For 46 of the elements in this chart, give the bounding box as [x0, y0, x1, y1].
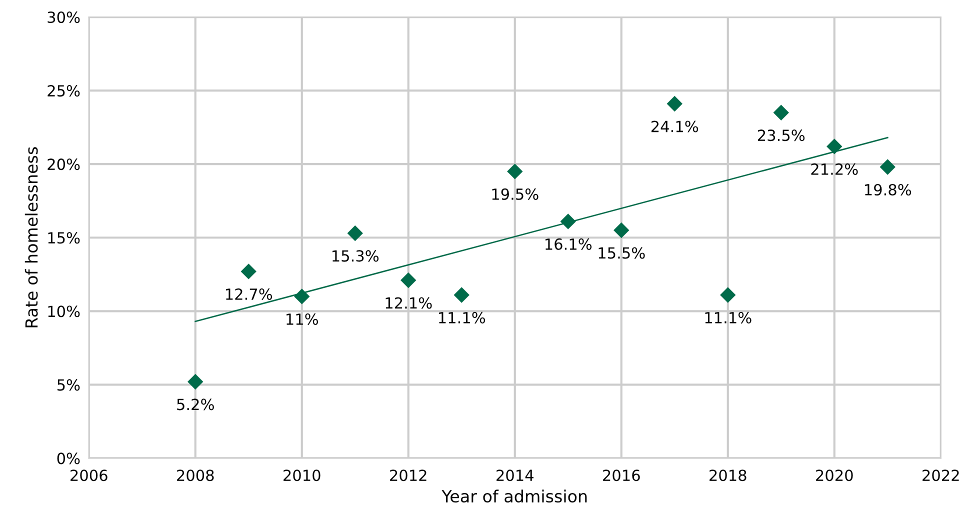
- data-label: 16.1%: [546, 238, 592, 250]
- data-label: 12.1%: [386, 297, 432, 309]
- point: [241, 264, 256, 280]
- data-label: 12.7%: [226, 288, 272, 300]
- point: [560, 214, 576, 230]
- y-tick-label: 25%: [48, 85, 80, 97]
- x-tick-label: 2008: [177, 470, 214, 482]
- x-axis-title: Year of admission: [442, 490, 587, 503]
- x-tick-label: 2010: [284, 470, 320, 482]
- x-tick-label: 2012: [390, 470, 426, 482]
- point: [188, 374, 203, 390]
- y-tick-label: 20%: [48, 158, 80, 170]
- point: [348, 226, 363, 241]
- x-tick-label: 2016: [603, 470, 640, 482]
- y-tick-label: 10%: [48, 306, 80, 318]
- y-axis-title: Rate of homelessness: [24, 147, 38, 328]
- y-tick-label: 15%: [48, 232, 80, 244]
- point: [454, 287, 470, 303]
- point: [667, 96, 682, 112]
- data-label: 23.5%: [758, 130, 805, 142]
- data-label: 5.2%: [177, 398, 214, 410]
- data-label: 24.1%: [651, 120, 698, 132]
- point: [294, 288, 310, 304]
- data-label: 11.1%: [439, 312, 486, 324]
- x-tick-label: 2018: [710, 470, 746, 482]
- data-label: 19.8%: [865, 184, 912, 196]
- data-label: 19.5%: [492, 188, 538, 200]
- point: [774, 105, 789, 120]
- y-tick-label: 30%: [48, 11, 80, 24]
- data-label: 11%: [286, 313, 318, 325]
- y-tick-label: 5%: [57, 379, 80, 391]
- x-tick-label: 2014: [496, 470, 534, 482]
- point: [880, 159, 896, 175]
- data-label: 15.5%: [598, 247, 645, 259]
- y-tick-label: 0%: [57, 452, 80, 464]
- data-label: 15.3%: [332, 250, 379, 262]
- data-label: 11.1%: [705, 312, 752, 324]
- point: [720, 287, 736, 303]
- point: [826, 138, 842, 154]
- point: [614, 222, 629, 238]
- point: [507, 164, 522, 180]
- x-tick-label: 2006: [70, 470, 108, 482]
- x-tick-label: 2020: [816, 470, 853, 482]
- data-label: 21.2%: [811, 163, 858, 175]
- x-tick-label: 2022: [922, 470, 959, 482]
- point: [400, 272, 416, 288]
